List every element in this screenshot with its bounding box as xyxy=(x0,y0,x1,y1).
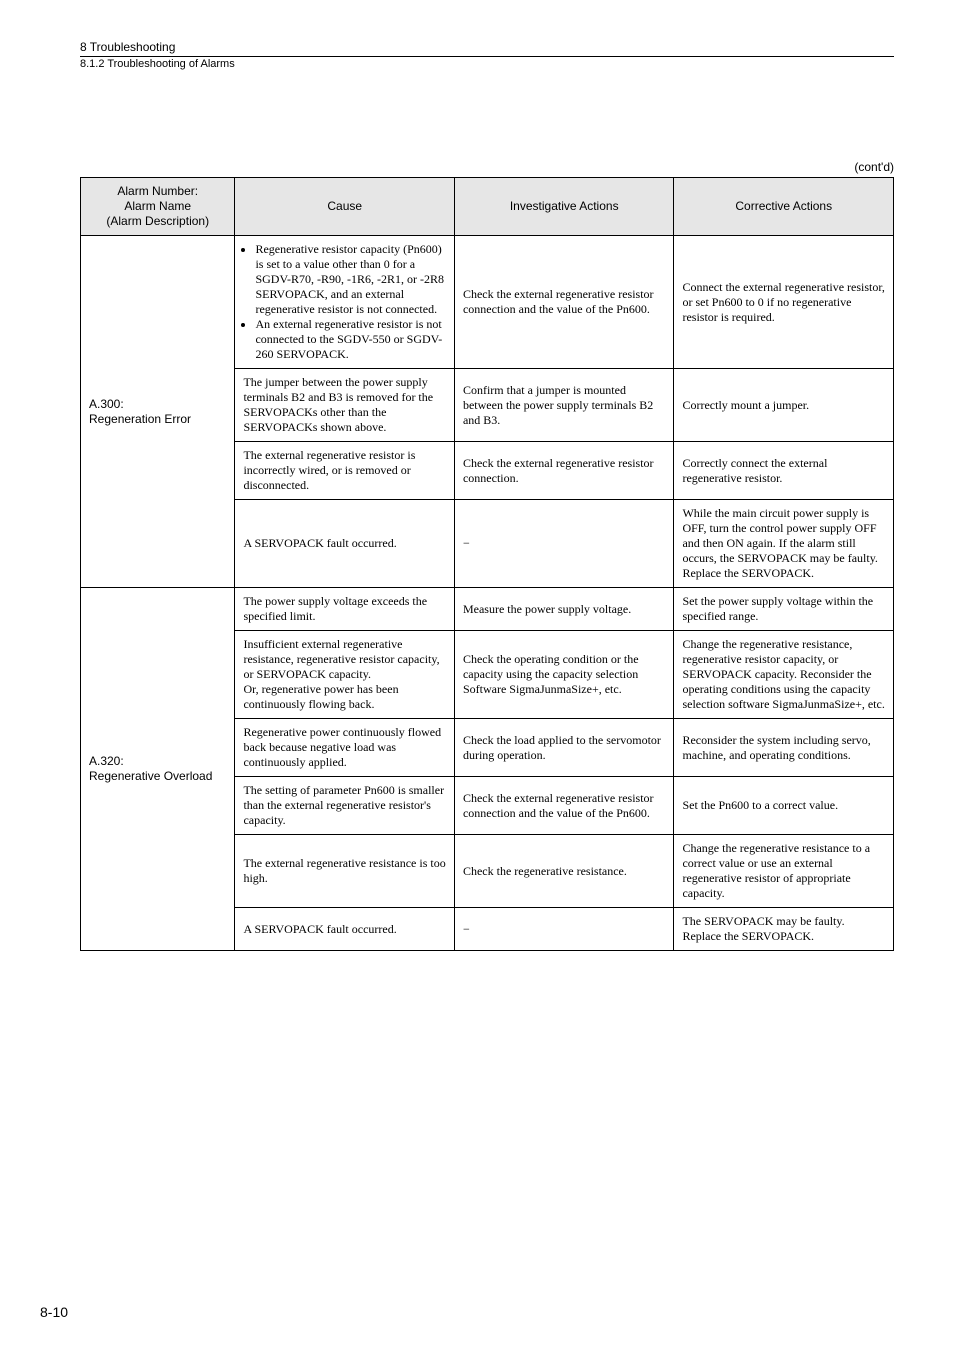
cause-cell: Regenerative power continuously flowed b… xyxy=(235,719,455,777)
troubleshooting-table: Alarm Number: Alarm Name (Alarm Descript… xyxy=(80,177,894,951)
investigate-cell: Check the external regenerative resistor… xyxy=(454,442,674,500)
corrective-cell: Set the Pn600 to a correct value. xyxy=(674,777,894,835)
table-row: A.300: Regeneration Error Regenerative r… xyxy=(81,236,894,369)
investigate-cell: Check the regenerative resistance. xyxy=(454,835,674,908)
table-row: A.320: Regenerative Overload The power s… xyxy=(81,588,894,631)
corrective-cell: Change the regenerative resistance to a … xyxy=(674,835,894,908)
header-alarm: Alarm Number: Alarm Name (Alarm Descript… xyxy=(81,178,235,236)
cause-cell: The external regenerative resistance is … xyxy=(235,835,455,908)
cause-cell: The external regenerative resistor is in… xyxy=(235,442,455,500)
investigate-cell: Check the external regenerative resistor… xyxy=(454,777,674,835)
alarm-name: Regeneration Error xyxy=(89,412,191,426)
cause-cell: Insufficient external regenerative resis… xyxy=(235,631,455,719)
continued-label: (cont'd) xyxy=(80,160,894,174)
cause-cell: The power supply voltage exceeds the spe… xyxy=(235,588,455,631)
header-investigate: Investigative Actions xyxy=(454,178,674,236)
section-title: 8.1.2 Troubleshooting of Alarms xyxy=(80,56,894,70)
section-number: 8 Troubleshooting xyxy=(80,40,894,54)
cause-bullet: Regenerative resistor capacity (Pn600) i… xyxy=(255,242,446,317)
cause-cell: A SERVOPACK fault occurred. xyxy=(235,908,455,951)
investigate-cell: Confirm that a jumper is mounted between… xyxy=(454,369,674,442)
investigate-cell: − xyxy=(454,500,674,588)
investigate-cell: − xyxy=(454,908,674,951)
cause-cell: Regenerative resistor capacity (Pn600) i… xyxy=(235,236,455,369)
corrective-cell: While the main circuit power supply is O… xyxy=(674,500,894,588)
investigate-cell: Check the operating condition or the cap… xyxy=(454,631,674,719)
corrective-cell: Connect the external regenerative resist… xyxy=(674,236,894,369)
alarm-cell-a320: A.320: Regenerative Overload xyxy=(81,588,235,951)
corrective-cell: The SERVOPACK may be faulty. Replace the… xyxy=(674,908,894,951)
header-corrective: Corrective Actions xyxy=(674,178,894,236)
page-number: 8-10 xyxy=(40,1304,68,1320)
alarm-number: A.320: xyxy=(89,754,124,768)
cause-cell: The jumper between the power supply term… xyxy=(235,369,455,442)
header-alarm-line1: Alarm Number: xyxy=(117,184,198,198)
cause-bullet: An external regenerative resistor is not… xyxy=(255,317,446,362)
alarm-number: A.300: xyxy=(89,397,124,411)
corrective-cell: Set the power supply voltage within the … xyxy=(674,588,894,631)
corrective-cell: Reconsider the system including servo, m… xyxy=(674,719,894,777)
investigate-cell: Check the external regenerative resistor… xyxy=(454,236,674,369)
header-cause: Cause xyxy=(235,178,455,236)
corrective-cell: Correctly connect the external regenerat… xyxy=(674,442,894,500)
header-alarm-line3: (Alarm Description) xyxy=(106,214,209,228)
cause-cell: A SERVOPACK fault occurred. xyxy=(235,500,455,588)
investigate-cell: Measure the power supply voltage. xyxy=(454,588,674,631)
investigate-cell: Check the load applied to the servomotor… xyxy=(454,719,674,777)
table-header-row: Alarm Number: Alarm Name (Alarm Descript… xyxy=(81,178,894,236)
corrective-cell: Correctly mount a jumper. xyxy=(674,369,894,442)
header-alarm-line2: Alarm Name xyxy=(124,199,191,213)
cause-cell: The setting of parameter Pn600 is smalle… xyxy=(235,777,455,835)
corrective-cell: Change the regenerative resistance, rege… xyxy=(674,631,894,719)
alarm-cell-a300: A.300: Regeneration Error xyxy=(81,236,235,588)
alarm-name: Regenerative Overload xyxy=(89,769,212,783)
